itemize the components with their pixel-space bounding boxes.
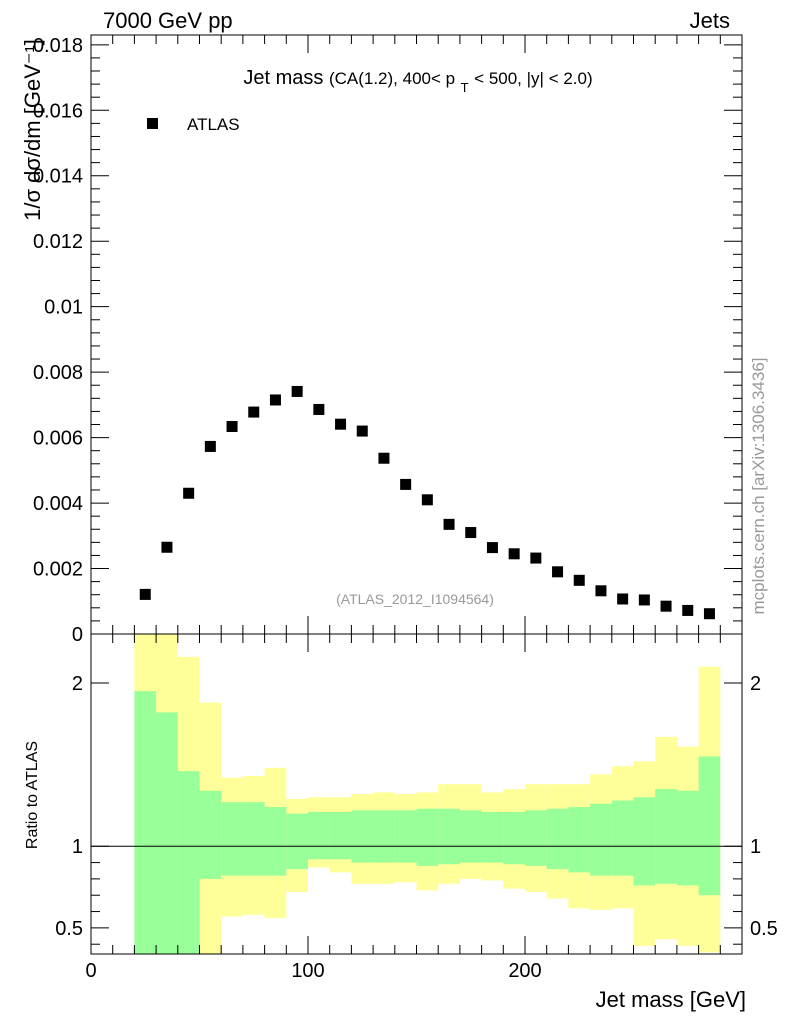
ratio-y-tick-labels-right: 0.5 1 2 <box>750 673 778 940</box>
data-point <box>660 600 672 612</box>
inner-band-bin <box>373 810 395 863</box>
inner-band-bin <box>459 810 482 863</box>
main-y-tick-label: 0.012 <box>33 231 83 253</box>
data-point <box>335 418 347 430</box>
main-y-tick-label: 0.014 <box>33 166 83 188</box>
data-point <box>465 527 477 539</box>
ratio-y-tick-labels-left: 0.5 1 2 <box>55 673 83 940</box>
main-y-tick-label: 0 <box>72 624 83 646</box>
inner-band-bin <box>611 800 634 876</box>
main-panel: 0 0.002 0.004 0.006 0.008 0.01 0.012 0.014 0.016… <box>20 34 743 646</box>
data-point <box>378 452 390 464</box>
x-tick-label: 100 <box>291 960 324 982</box>
main-y-tick-label: 0.01 <box>44 297 83 319</box>
analysis-watermark: (ATLAS_2012_I1094564) <box>336 591 494 607</box>
main-y-axis-label: 1/σ dσ/dm [GeV⁻¹] <box>20 39 45 221</box>
inner-band-bin <box>590 803 612 876</box>
chart-title-main: Jet mass <box>243 67 323 89</box>
ratio-frame <box>90 633 743 955</box>
main-y-tick-label: 0.006 <box>33 428 83 450</box>
ratio-panel: 0.5 1 2 0.5 1 2 0 100 200 Ratio to ATLAS Jet m… <box>24 633 778 1012</box>
data-point <box>269 394 281 406</box>
data-point <box>356 425 368 437</box>
inner-band-bin <box>394 810 417 863</box>
inner-band-bin <box>503 811 525 865</box>
chart-title: Jet mass (CA(1.2), 400< p T < 500, |y| <… <box>243 67 592 97</box>
data-point <box>638 594 650 606</box>
data-point <box>400 478 412 490</box>
inner-band-bin <box>156 712 178 954</box>
main-y-tick-label: 0.018 <box>33 35 83 57</box>
atlas-data-points <box>139 385 715 620</box>
x-tick-labels: 0 100 200 <box>85 960 541 982</box>
side-label: mcplots.cern.ch [arXiv:1306.3436] <box>749 357 768 614</box>
data-point <box>204 440 216 452</box>
legend-marker <box>147 118 158 129</box>
ratio-y-tick-label-right: 0.5 <box>750 918 778 940</box>
data-point <box>530 552 542 564</box>
inner-band-bin <box>655 789 677 884</box>
chart-title-rest-2: < 500, |y| < 2.0) <box>474 69 592 88</box>
data-point <box>552 566 564 578</box>
inner-band-bin <box>286 813 308 870</box>
x-tick-label: 200 <box>508 960 541 982</box>
main-axis-ticks <box>90 35 742 635</box>
inner-band-bin <box>568 807 591 873</box>
chart-title-subscript: T <box>461 80 469 95</box>
inner-band-bin <box>698 756 721 896</box>
legend-label: ATLAS <box>187 115 240 134</box>
chart-title-rest-1: (CA(1.2), 400< p <box>329 69 455 88</box>
main-y-tick-label: 0.008 <box>33 362 83 384</box>
data-point <box>486 542 498 554</box>
data-point <box>291 385 303 397</box>
data-point <box>248 406 260 418</box>
data-point <box>226 420 238 432</box>
ratio-y-tick-label-right: 1 <box>750 836 761 858</box>
inner-band-bin <box>525 810 547 866</box>
main-y-tick-label: 0.002 <box>33 559 83 581</box>
inner-band-bin <box>416 808 439 866</box>
inner-band-bin <box>134 691 157 954</box>
data-point <box>703 608 715 620</box>
data-point <box>313 403 325 415</box>
inner-band-bin <box>221 802 243 876</box>
main-y-tick-label: 0.004 <box>33 493 83 515</box>
ratio-y-tick-label-right: 2 <box>750 673 761 695</box>
data-point <box>183 487 195 499</box>
inner-band-bin <box>242 802 265 876</box>
data-point <box>139 588 151 600</box>
main-y-tick-labels: 0 0.002 0.004 0.006 0.008 0.01 0.012 0.014 0.016… <box>33 35 83 646</box>
ratio-bands <box>134 634 721 954</box>
inner-band-bin <box>481 811 504 863</box>
header-left: 7000 GeV pp <box>103 8 233 33</box>
inner-band-bin <box>438 808 460 865</box>
data-point <box>617 593 629 605</box>
ratio-y-tick-label: 2 <box>72 673 83 695</box>
data-point <box>161 541 173 553</box>
inner-band-bin <box>546 808 569 870</box>
inner-band-bin <box>177 771 200 954</box>
ratio-y-axis-label: Ratio to ATLAS <box>24 741 41 849</box>
inner-band-bin <box>199 790 222 879</box>
x-tick-label: 0 <box>85 960 96 982</box>
inner-band-bin <box>633 797 656 886</box>
header-right: Jets <box>690 8 730 33</box>
inner-band-bin <box>676 790 699 886</box>
ratio-y-tick-label: 0.5 <box>55 918 83 940</box>
inner-band-bin <box>264 807 287 876</box>
data-point <box>595 585 607 597</box>
data-point <box>421 494 433 506</box>
data-point <box>682 604 694 616</box>
main-y-tick-label: 0.016 <box>33 100 83 122</box>
inner-band-bin <box>308 811 330 860</box>
data-point <box>508 548 520 560</box>
ratio-axis-ticks <box>90 634 742 954</box>
inner-band-bin <box>329 811 352 860</box>
data-point <box>443 518 455 530</box>
x-axis-label: Jet mass [GeV] <box>596 987 746 1012</box>
inner-band-bin <box>351 810 374 863</box>
data-point <box>573 574 585 586</box>
ratio-y-tick-label: 1 <box>72 836 83 858</box>
